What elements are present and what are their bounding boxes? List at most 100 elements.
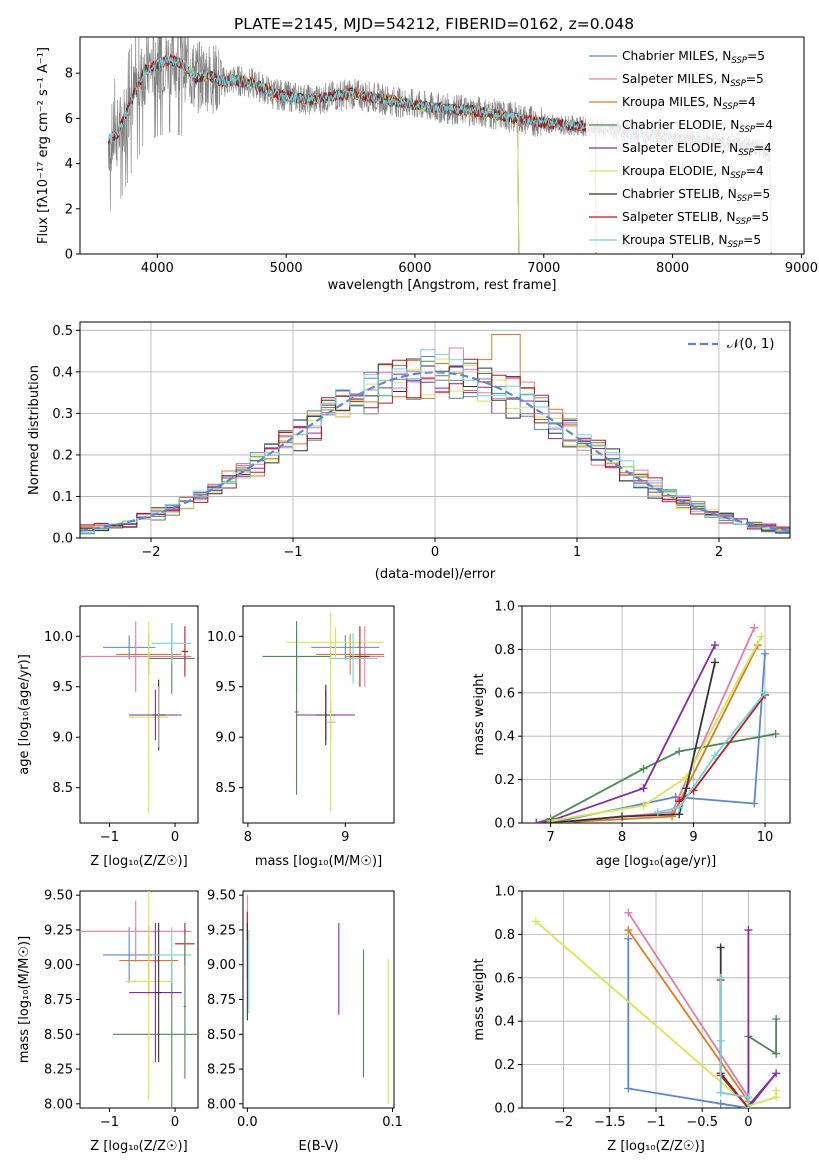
- y-tick-label: 9.5: [215, 680, 236, 695]
- y-tick-label: 1.0: [494, 600, 515, 615]
- gaussian-legend-label: 𝒩(0, 1): [727, 337, 774, 352]
- y-tick-label: 6: [65, 112, 73, 127]
- legend-entry: Kroupa STELIB, NSSP=5: [622, 233, 761, 250]
- y-tick-label: 0.6: [494, 686, 515, 701]
- mass_vs_ebv-panel: 0.0 0.1 8.00 8.25 8.50 8.75 9.00 9.25 9.50 E(B-V): [207, 889, 403, 1154]
- plus-marker: [639, 801, 648, 810]
- mass-weight-line: [536, 733, 776, 823]
- plus-marker: [744, 1093, 753, 1102]
- massweight_vs_age-panel: 7 8 9 10 0.0 0.2 0.4 0.6 0.8 1.0 age [log₁₀(age/yr…: [472, 600, 791, 869]
- plus-marker: [624, 908, 633, 917]
- x-tick-label: 0.1: [382, 1115, 403, 1130]
- mass-weight-line: [536, 644, 716, 823]
- y-tick-label: 9.0: [215, 731, 236, 746]
- y-tick-label: 9.50: [44, 889, 73, 904]
- plus-marker: [682, 784, 691, 793]
- age_vs_Z-panel: −1 0 8.5 9.0 9.5 10.0 Z [log₁₀(Z/Z☉)] age [log₁…: [17, 605, 199, 869]
- legend-entry: Kroupa MILES, NSSP=4: [622, 95, 756, 112]
- y-tick-label: 8.75: [44, 993, 73, 1008]
- y-tick-label: 9.00: [44, 958, 73, 973]
- spectrum-x-axis-label: wavelength [Angstrom, rest frame]: [328, 278, 557, 293]
- y-tick-label: 0.6: [494, 971, 515, 986]
- y-tick-label: 0.4: [494, 730, 515, 745]
- plus-marker: [744, 926, 753, 935]
- x-tick-label: 9: [689, 830, 697, 845]
- residuals-x-axis-label: (data-model)/error: [375, 567, 496, 582]
- massweight_vs_Z-y-axis-label: mass weight: [472, 958, 487, 1040]
- mass-weight-line: [719, 947, 750, 1108]
- legend-entry: Salpeter MILES, NSSP=5: [622, 72, 764, 89]
- y-tick-label: 9.50: [207, 889, 236, 904]
- x-tick-label: 0.0: [237, 1115, 258, 1130]
- age_vs_Z-x-axis-label: Z [log₁₀(Z/Z☉)]: [90, 854, 187, 869]
- y-tick-label: 8.00: [44, 1097, 73, 1112]
- x-tick-label: 9000: [785, 261, 818, 276]
- plus-marker: [532, 819, 541, 823]
- mass_vs_Z-y-axis-label: mass [log₁₀(M/M☉)]: [17, 936, 32, 1063]
- legend-entry: Kroupa ELODIE, NSSP=4: [622, 164, 764, 181]
- y-tick-label: 8.25: [44, 1063, 73, 1078]
- plot-frame: [79, 36, 805, 255]
- plus-marker: [716, 1088, 725, 1097]
- x-tick-label: 6000: [398, 261, 431, 276]
- y-tick-label: 9.5: [52, 680, 73, 695]
- x-tick-label: −2: [141, 545, 160, 560]
- y-tick-label: 0.2: [494, 1058, 515, 1073]
- y-tick-label: 1.0: [494, 885, 515, 900]
- plus-marker: [772, 1086, 781, 1095]
- x-tick-label: 7: [546, 830, 554, 845]
- y-tick-label: 9.00: [207, 958, 236, 973]
- y-tick-label: 8.25: [207, 1063, 236, 1078]
- x-tick-label: 8: [618, 830, 626, 845]
- mass_vs_ebv-data: [246, 895, 389, 1104]
- y-tick-label: 0.8: [494, 643, 515, 658]
- legend-entry: Chabrier STELIB, NSSP=5: [622, 187, 770, 204]
- mass_vs_Z-panel: −1 0 8.00 8.25 8.50 8.75 9.00 9.25 9.50 Z [log₁₀(…: [17, 889, 199, 1154]
- spectrum-y-axis-label: Flux [fλ10⁻¹⁷ erg cm⁻² s⁻¹ A⁻¹]: [36, 47, 51, 244]
- mass-weight-line: [747, 930, 777, 1108]
- x-tick-label: 1: [573, 545, 581, 560]
- plot-frame: [521, 605, 791, 824]
- plus-marker: [757, 632, 766, 641]
- y-tick-label: 4: [65, 157, 73, 172]
- y-tick-label: 0.3: [52, 407, 73, 422]
- massweight_vs_Z-data: [531, 908, 781, 1108]
- x-tick-label: 4000: [141, 261, 174, 276]
- figure-title: PLATE=2145, MJD=54212, FIBERID=0162, z=0…: [234, 15, 634, 33]
- mass-weight-line: [719, 977, 750, 1108]
- x-tick-label: −1: [100, 1115, 119, 1130]
- y-tick-label: 0.8: [494, 928, 515, 943]
- y-tick-label: 0.5: [52, 324, 73, 339]
- y-tick-label: 8.00: [207, 1097, 236, 1112]
- plus-marker: [716, 1099, 725, 1108]
- plus-marker: [653, 808, 662, 817]
- massweight_vs_Z-panel: −2 −1.5 −1 −0.5 0 0.0 0.2 0.4 0.6 0.8 1.0 Z [log₁₀(…: [472, 885, 791, 1154]
- y-tick-label: 8: [65, 67, 73, 82]
- mass-weight-line: [550, 627, 756, 823]
- x-tick-label: −2: [554, 1115, 573, 1130]
- plus-marker: [772, 1069, 781, 1078]
- mass-weight-line: [627, 912, 750, 1108]
- y-tick-label: 0.0: [494, 817, 515, 832]
- plus-marker: [744, 1104, 753, 1108]
- age_vs_mass-panel: 8 9 8.5 9.0 9.5 10.0 mass [log₁₀(M/M☉)]: [207, 605, 395, 869]
- massweight_vs_age-y-axis-label: mass weight: [472, 673, 487, 755]
- plot-frame: [79, 605, 199, 824]
- y-tick-label: 0.4: [52, 365, 73, 380]
- x-tick-label: 8: [244, 830, 252, 845]
- mass-weight-line: [627, 929, 750, 1103]
- plot-frame: [79, 321, 791, 539]
- y-tick-label: 0.2: [52, 448, 73, 463]
- y-tick-label: 9.25: [44, 923, 73, 938]
- x-tick-label: −1: [283, 545, 302, 560]
- y-tick-label: 8.50: [44, 1028, 73, 1043]
- x-tick-label: −1.5: [594, 1115, 626, 1130]
- plus-marker: [760, 688, 769, 697]
- x-tick-label: 9: [341, 830, 349, 845]
- residuals-y-axis-label: Normed distribution: [27, 365, 42, 495]
- x-tick-label: 10: [757, 830, 774, 845]
- plus-marker: [546, 819, 555, 823]
- plus-marker: [624, 926, 633, 935]
- y-tick-label: 0: [65, 248, 73, 263]
- plus-marker: [531, 917, 540, 926]
